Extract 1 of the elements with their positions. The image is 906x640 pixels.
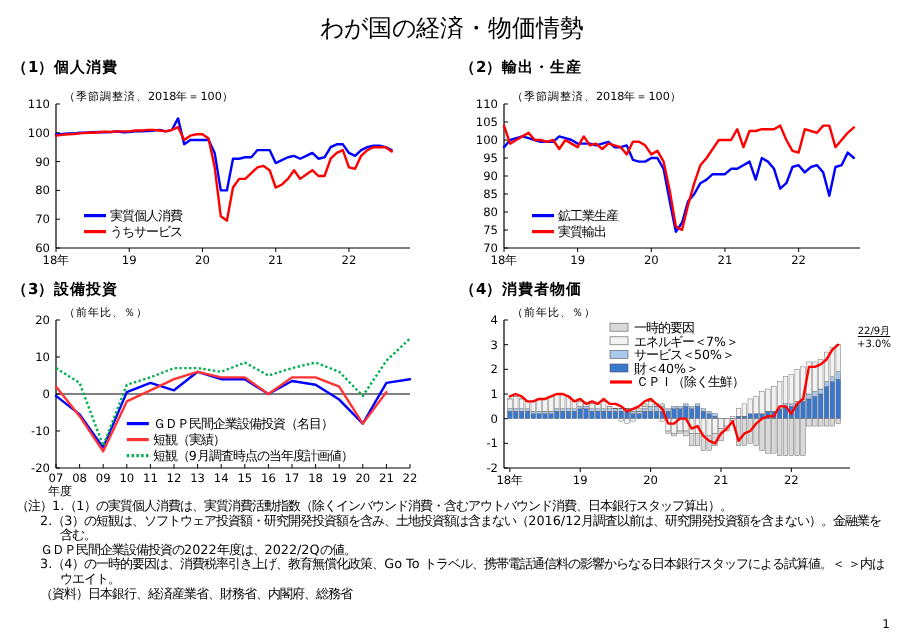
text: わが国の経済・物価情勢 (320, 14, 584, 42)
